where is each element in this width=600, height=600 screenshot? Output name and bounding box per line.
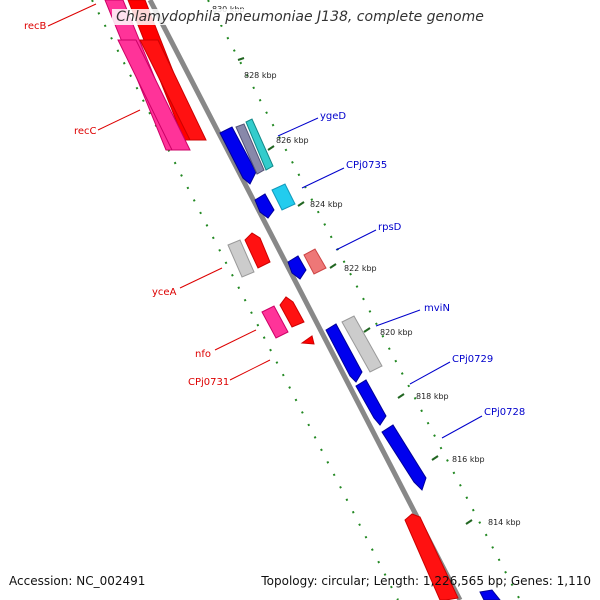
feature-nfo-pink[interactable] (261, 305, 289, 339)
tick-label: 824 kbp (310, 200, 343, 209)
gene-label-yceA: yceA (152, 287, 177, 298)
tick-label: 828 kbp (244, 71, 277, 80)
tick-marks (237, 57, 473, 525)
inner-ruler-line (91, 0, 399, 600)
reverse-features (219, 118, 501, 600)
feature-rpsD-salmon[interactable] (303, 248, 327, 275)
gene-label-mviN: mviN (424, 303, 450, 314)
feature-ygeD-blue[interactable] (219, 126, 257, 185)
feature-CPj0728-blue[interactable] (381, 424, 427, 491)
feature-recC-pink[interactable] (117, 39, 191, 151)
gene-label-CPj0735: CPj0735 (346, 160, 387, 171)
gene-label-ygeD: ygeD (320, 111, 346, 122)
tick-label: 826 kbp (276, 136, 309, 145)
feature-yceA-red[interactable] (244, 232, 271, 269)
map-title: Chlamydophila pneumoniae J138, complete … (0, 9, 600, 25)
feature-ygeD-cyan[interactable] (245, 118, 274, 171)
outer-ruler-line (207, 0, 521, 600)
feature-CPj0729-blue[interactable] (355, 379, 387, 426)
genome-stats-text: Topology: circular; Length: 1,226,565 bp… (261, 574, 591, 588)
tick-label: 818 kbp (416, 392, 449, 401)
tick-label: 822 kbp (344, 264, 377, 273)
gene-label-recC: recC (74, 126, 97, 137)
forward-label-lines (47, 3, 271, 381)
accession-text: Accession: NC_002491 (9, 574, 146, 588)
gene-label-CPj0728: CPj0728 (484, 407, 525, 418)
tick-label: 816 kbp (452, 455, 485, 464)
tick-label: 814 kbp (488, 518, 521, 527)
forward-features (104, 0, 459, 600)
feature-bottom-blue[interactable] (479, 589, 501, 600)
backbone-line (147, 0, 463, 600)
feature-bottom-red[interactable] (404, 513, 459, 600)
feature-mviN-blue[interactable] (325, 323, 363, 383)
feature-mviN-grey[interactable] (341, 315, 383, 373)
reverse-label-lines (277, 117, 483, 439)
gene-label-recB: recB (24, 21, 47, 32)
feature-recC-red[interactable] (139, 39, 207, 141)
forward-labels: recB recC yceA nfo CPj0731 (24, 21, 229, 388)
gene-label-CPj0729: CPj0729 (452, 354, 493, 365)
feature-CPj0735-blue[interactable] (254, 193, 275, 219)
feature-rpsD-blue[interactable] (287, 255, 307, 280)
feature-yceA-grey[interactable] (227, 239, 255, 278)
feature-ygeD-grey[interactable] (235, 123, 265, 175)
feature-CPj0731[interactable] (300, 335, 315, 345)
map-title-text: Chlamydophila pneumoniae J138, complete … (112, 9, 488, 25)
feature-CPj0735-cyan[interactable] (271, 183, 296, 211)
feature-nfo-red[interactable] (279, 296, 305, 328)
gene-label-nfo: nfo (195, 349, 211, 360)
tick-label: 820 kbp (380, 328, 413, 337)
gene-label-rpsD: rpsD (378, 222, 402, 233)
gene-label-CPj0731: CPj0731 (188, 377, 229, 388)
reverse-labels: ygeD CPj0735 rpsD mviN CPj0729 CPj0728 (320, 111, 525, 418)
